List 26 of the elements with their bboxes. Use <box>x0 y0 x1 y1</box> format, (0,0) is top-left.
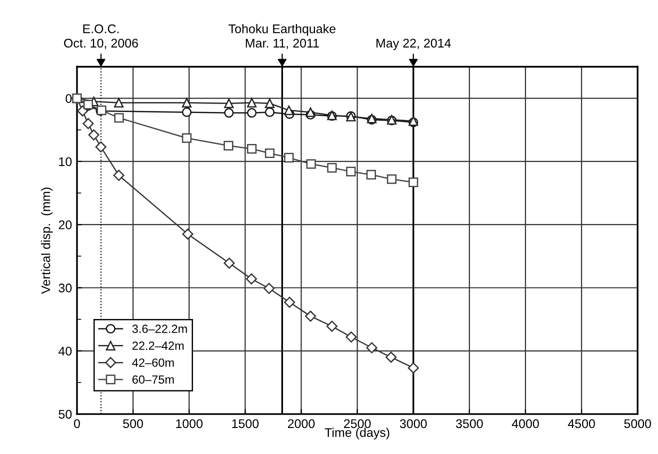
x-tick-label: 3500 <box>456 419 483 428</box>
x-tick-label: 0 <box>74 419 80 428</box>
ref-line-label: E.O.C. Oct. 10, 2006 <box>64 24 138 50</box>
y-tick-label: 0 <box>66 94 72 103</box>
y-tick-label: 50 <box>58 410 72 419</box>
ref-line-label: Tohoku Earthquake Mar. 11, 2011 <box>228 24 336 50</box>
y-tick-label: 20 <box>58 220 72 230</box>
x-tick-label: 5000 <box>624 419 652 428</box>
x-tick-label: 4500 <box>568 419 595 428</box>
x-tick-label: 2500 <box>344 419 371 428</box>
x-axis-title: Time (days) <box>324 428 390 440</box>
legend-label: 42–60m <box>132 358 174 367</box>
x-tick-label: 2000 <box>288 419 315 428</box>
x-tick-label: 500 <box>123 419 143 428</box>
y-axis-title: Vertical disp. (mm) <box>41 188 53 294</box>
legend-label: 60–75m <box>132 375 174 384</box>
x-tick-label: 4000 <box>512 419 539 428</box>
y-tick-label: 40 <box>58 346 72 356</box>
x-tick-label: 1500 <box>232 419 259 428</box>
y-tick-label: 30 <box>58 284 72 292</box>
x-tick-label: 3000 <box>400 419 427 428</box>
y-tick-label: 10 <box>59 157 72 166</box>
legend-label: 3.6–22.2m <box>132 324 187 333</box>
ref-line-label: May 22, 2014 <box>376 38 451 50</box>
legend-label: 22.2–42m <box>132 342 184 350</box>
x-tick-label: 1000 <box>176 419 203 428</box>
